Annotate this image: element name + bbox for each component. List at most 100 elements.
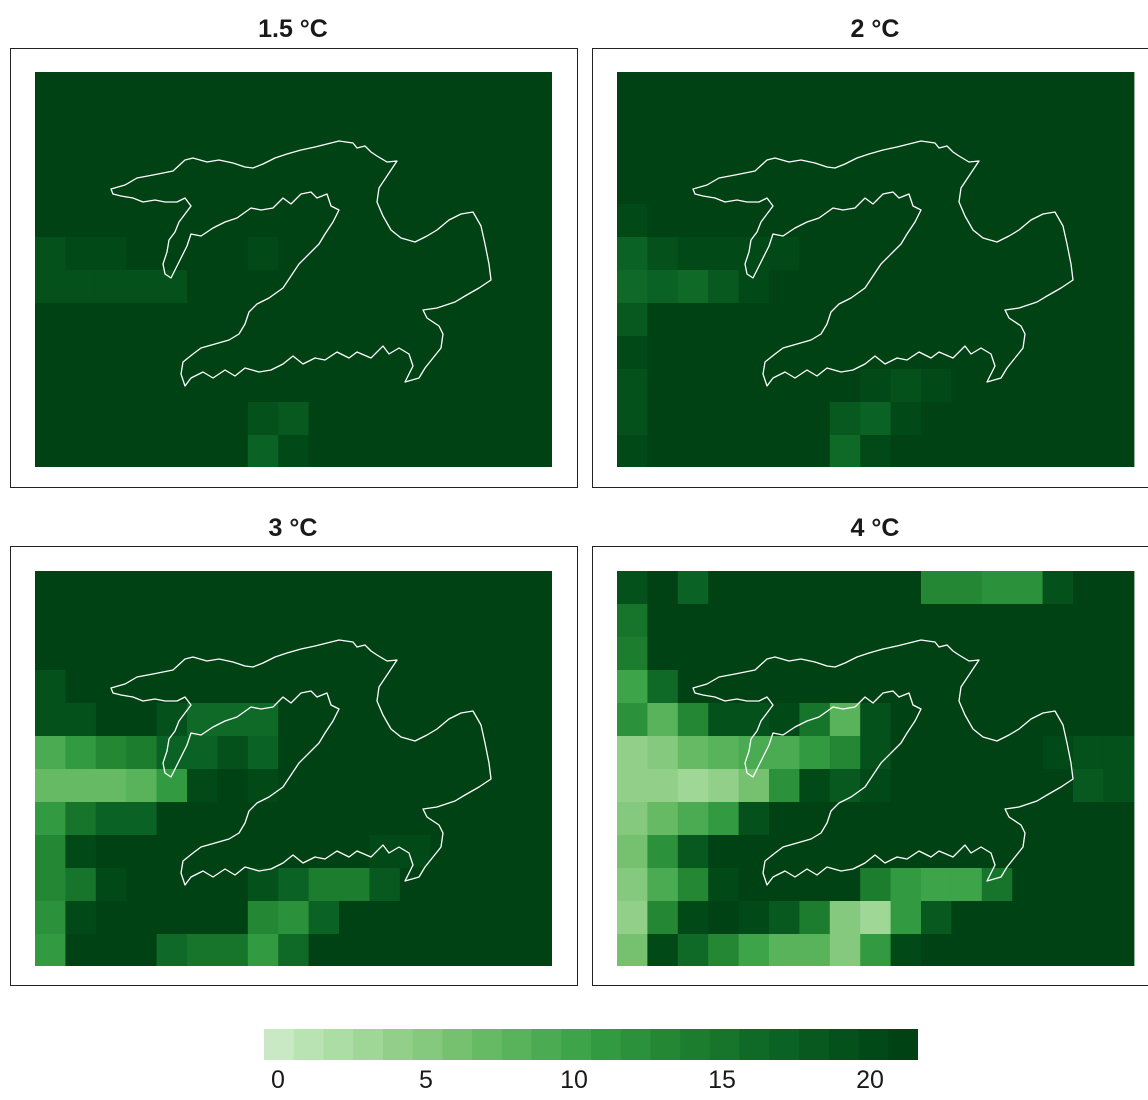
grid-cell bbox=[890, 901, 922, 935]
grid-cell bbox=[890, 270, 922, 304]
grid-cell bbox=[369, 934, 401, 966]
grid-cell bbox=[921, 105, 952, 139]
grid-cell bbox=[860, 435, 892, 467]
grid-cell bbox=[187, 237, 218, 271]
grid-cell bbox=[738, 571, 770, 605]
grid-cell bbox=[1103, 901, 1135, 935]
grid-cell bbox=[278, 369, 310, 403]
grid-cell bbox=[860, 369, 892, 403]
grid-cell bbox=[921, 637, 952, 671]
grid-cell bbox=[65, 105, 97, 139]
grid-cell bbox=[981, 171, 1013, 205]
grid-cell bbox=[829, 72, 861, 106]
grid-cell bbox=[278, 571, 310, 605]
grid-cell bbox=[521, 402, 552, 436]
grid-cell bbox=[35, 435, 66, 467]
grid-cell bbox=[65, 736, 97, 770]
grid-cell bbox=[677, 769, 709, 803]
grid-cell bbox=[617, 138, 648, 172]
grid-cell bbox=[1042, 204, 1074, 238]
grid-cell bbox=[799, 105, 831, 139]
grid-cell bbox=[95, 303, 127, 337]
grid-cell bbox=[829, 171, 861, 205]
grid-cell bbox=[981, 769, 1013, 803]
grid-cell bbox=[308, 204, 340, 238]
grid-cell bbox=[617, 802, 648, 836]
colorbar-segment bbox=[293, 1029, 324, 1060]
grid-cell bbox=[65, 769, 97, 803]
grid-cell bbox=[1073, 604, 1104, 638]
grid-cell bbox=[126, 802, 158, 836]
grid-cell bbox=[308, 604, 340, 638]
grid-cell bbox=[126, 270, 158, 304]
grid-cell bbox=[829, 402, 861, 436]
grid-cell bbox=[738, 934, 770, 966]
grid-cell bbox=[521, 138, 552, 172]
colorbar-segment bbox=[501, 1029, 533, 1060]
grid-cell bbox=[217, 604, 249, 638]
grid-cell bbox=[951, 571, 983, 605]
grid-cell bbox=[278, 736, 310, 770]
grid-cell bbox=[1103, 303, 1135, 337]
grid-cell bbox=[247, 270, 279, 304]
grid-cell bbox=[187, 670, 218, 704]
grid-cell bbox=[921, 138, 952, 172]
grid-cell bbox=[126, 703, 158, 737]
grid-cell bbox=[491, 435, 522, 467]
grid-cell bbox=[35, 868, 66, 902]
grid-cell bbox=[430, 571, 462, 605]
grid-cell bbox=[460, 934, 492, 966]
grid-cell bbox=[708, 204, 740, 238]
grid-cell bbox=[491, 901, 522, 935]
grid-cell bbox=[217, 303, 249, 337]
grid-cell bbox=[1042, 138, 1074, 172]
grid-cell bbox=[126, 303, 158, 337]
grid-cell bbox=[95, 336, 127, 370]
grid-cell bbox=[187, 901, 218, 935]
grid-cell bbox=[1012, 270, 1044, 304]
grid-cell bbox=[890, 72, 922, 106]
grid-cell bbox=[708, 435, 740, 467]
map-grid-2 bbox=[617, 72, 1135, 467]
grid-cell bbox=[521, 204, 552, 238]
grid-cell bbox=[921, 901, 952, 935]
grid-cell bbox=[951, 703, 983, 737]
grid-cell bbox=[187, 270, 218, 304]
grid-cell bbox=[217, 336, 249, 370]
grid-cell bbox=[677, 835, 709, 869]
grid-cell bbox=[981, 237, 1013, 271]
grid-cell bbox=[247, 171, 279, 205]
grid-cell bbox=[1042, 835, 1074, 869]
grid-cell bbox=[156, 435, 188, 467]
grid-cell bbox=[769, 204, 800, 238]
grid-cell bbox=[491, 934, 522, 966]
grid-cell bbox=[1042, 105, 1074, 139]
grid-cell bbox=[769, 703, 800, 737]
grid-cell bbox=[521, 237, 552, 271]
grid-cell bbox=[95, 105, 127, 139]
grid-cell bbox=[430, 402, 462, 436]
grid-cell bbox=[1073, 703, 1104, 737]
grid-cell bbox=[617, 105, 648, 139]
grid-cell bbox=[890, 138, 922, 172]
grid-cell bbox=[126, 604, 158, 638]
grid-cell bbox=[1073, 369, 1104, 403]
grid-cell bbox=[1012, 72, 1044, 106]
grid-cell bbox=[1042, 901, 1074, 935]
grid-cell bbox=[951, 901, 983, 935]
grid-cell bbox=[647, 138, 679, 172]
grid-cell bbox=[430, 105, 462, 139]
grid-cell bbox=[860, 105, 892, 139]
grid-cell bbox=[738, 105, 770, 139]
grid-cell bbox=[399, 105, 431, 139]
grid-cell bbox=[799, 270, 831, 304]
grid-cell bbox=[860, 402, 892, 436]
grid-cell bbox=[708, 237, 740, 271]
grid-cell bbox=[1073, 105, 1104, 139]
grid-cell bbox=[308, 868, 340, 902]
grid-cell bbox=[799, 670, 831, 704]
grid-cell bbox=[491, 670, 522, 704]
grid-cell bbox=[35, 604, 66, 638]
grid-cell bbox=[617, 336, 648, 370]
colorbar-segment bbox=[888, 1029, 918, 1060]
